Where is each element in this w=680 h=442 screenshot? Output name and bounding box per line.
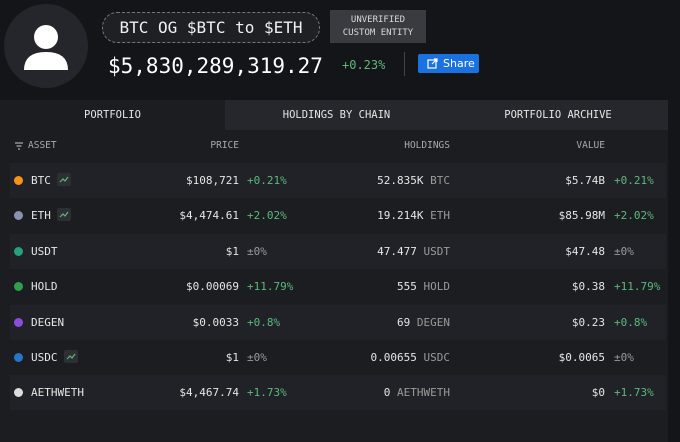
tab[interactable]: HOLDINGS BY CHAIN — [225, 100, 448, 130]
holdings: 0 AETHWETH — [250, 375, 450, 410]
value-change: ±0% — [614, 244, 634, 258]
chart-button[interactable] — [63, 350, 78, 363]
chart-icon — [59, 176, 69, 183]
asset-name: DEGEN — [31, 315, 65, 329]
holdings-unit: ETH — [430, 209, 450, 223]
holdings-amount: 19.214K — [377, 209, 424, 223]
price: $4,474.61 — [179, 209, 239, 223]
price: $0.00069 — [186, 280, 239, 294]
portfolio-panel: PORTFOLIO HOLDINGS BY CHAIN PORTFOLIO AR… — [0, 100, 668, 442]
price-change: +2.02% — [247, 209, 287, 223]
asset-row[interactable]: USDT $1 ±0% 47.477 USDT $47.48 ±0% — [10, 233, 666, 269]
asset-row[interactable]: ETH $4,474.61 +2.02% 19.214K ETH $85.98M +2.0… — [10, 198, 666, 233]
price: $0.0033 — [192, 315, 239, 329]
price-change: +0.8% — [247, 315, 281, 329]
value: $0.0065 — [558, 351, 605, 364]
column-header: ASSET — [28, 140, 57, 151]
holdings: 69 DEGEN — [250, 305, 450, 340]
price-change: ±0% — [247, 244, 267, 258]
price: $108,721 — [186, 174, 239, 187]
badge-line: CUSTOM ENTITY — [342, 28, 414, 38]
share-icon — [427, 58, 438, 69]
column-header: PRICE — [210, 140, 239, 151]
value-change: +0.21% — [614, 174, 654, 187]
chart-icon — [59, 212, 69, 218]
asset-name: BTC — [31, 174, 51, 187]
asset-name: ETH — [31, 209, 51, 223]
holdings-unit: USDC — [423, 351, 451, 364]
asset-icon — [14, 176, 23, 185]
holdings-amount: 47.477 — [377, 244, 417, 258]
holdings-amount: 52.835K — [377, 174, 424, 187]
tab[interactable]: PORTFOLIO — [0, 100, 225, 130]
price-change: ±0% — [247, 351, 267, 364]
holdings-unit: DEGEN — [416, 315, 450, 329]
value: $47.48 — [565, 244, 605, 258]
value: $0.38 — [571, 280, 605, 294]
holdings: 52.835K BTC — [250, 163, 450, 198]
asset-icon — [14, 246, 23, 256]
badge-line: UNVERIFIED — [350, 15, 406, 25]
asset-row[interactable]: HOLD $0.00069 +11.79% 555 HOLD $0.38 +11.79% — [10, 269, 666, 304]
entity-badge: UNVERIFIED CUSTOM ENTITY — [330, 10, 426, 43]
avatar-icon — [24, 25, 68, 70]
chart-button[interactable] — [57, 208, 72, 222]
asset-icon — [14, 317, 23, 327]
asset-icon — [14, 388, 23, 398]
asset-row[interactable]: BTC $108,721 +0.21% 52.835K BTC $5.74B +0.21% — [10, 163, 666, 198]
asset-name: AETHWETH — [31, 386, 84, 400]
value-change: ±0% — [614, 351, 634, 364]
tab[interactable]: PORTFOLIO ARCHIVE — [448, 100, 668, 130]
share-label: Share — [443, 57, 475, 70]
asset-icon — [14, 282, 23, 292]
share-button[interactable]: Share — [418, 54, 479, 73]
chart-icon — [66, 353, 76, 360]
filter-icon — [15, 142, 23, 150]
value-change: +11.79% — [614, 280, 661, 294]
holdings: 19.214K ETH — [250, 198, 450, 233]
holdings: 0.00655 USDC — [250, 340, 450, 375]
price: $1 — [225, 244, 239, 258]
holdings-amount: 0.00655 — [370, 351, 417, 364]
value: $85.98M — [558, 209, 605, 223]
price: $4,467.74 — [179, 386, 239, 400]
asset-icon — [14, 211, 23, 221]
chart-button[interactable] — [57, 173, 72, 186]
asset-row[interactable]: DEGEN $0.0033 +0.8% 69 DEGEN $0.23 +0.8% — [10, 304, 666, 340]
value: $0 — [591, 386, 605, 400]
value-change: +2.02% — [614, 209, 654, 223]
holdings-amount: 69 — [397, 315, 411, 329]
price: $1 — [225, 351, 239, 364]
avatar — [4, 4, 88, 88]
value: $0.23 — [571, 315, 605, 329]
price-change: +1.73% — [247, 386, 287, 400]
value: $5.74B — [565, 174, 605, 187]
column-header: VALUE — [576, 140, 605, 151]
value-change: +1.73% — [614, 386, 654, 400]
column-header: HOLDINGS — [404, 140, 450, 151]
asset-icon — [14, 353, 23, 362]
asset-name: USDT — [31, 244, 58, 258]
value-change: +0.8% — [614, 315, 648, 329]
asset-row[interactable]: USDC $1 ±0% 0.00655 USDC $0.0065 ±0% — [10, 340, 666, 375]
total-value: $5,830,289,319.27 — [108, 54, 323, 78]
separator — [404, 52, 405, 76]
price-change: +11.79% — [247, 280, 294, 294]
total-change: +0.23% — [342, 58, 386, 72]
holdings-unit: HOLD — [423, 280, 451, 294]
holdings-unit: USDT — [423, 244, 451, 258]
entity-name: BTC OG $BTC to $ETH — [102, 12, 320, 43]
holdings-amount: 0 — [383, 386, 391, 400]
price-change: +0.21% — [247, 174, 287, 187]
holdings: 555 HOLD — [250, 269, 450, 304]
asset-row[interactable]: AETHWETH $4,467.74 +1.73% 0 AETHWETH $0 +1.73… — [10, 375, 666, 411]
holdings: 47.477 USDT — [250, 234, 450, 269]
holdings-amount: 555 — [397, 280, 417, 294]
asset-name: USDC — [31, 351, 58, 364]
holdings-unit: AETHWETH — [397, 386, 450, 400]
holdings-unit: BTC — [430, 174, 450, 187]
asset-name: HOLD — [31, 280, 58, 294]
